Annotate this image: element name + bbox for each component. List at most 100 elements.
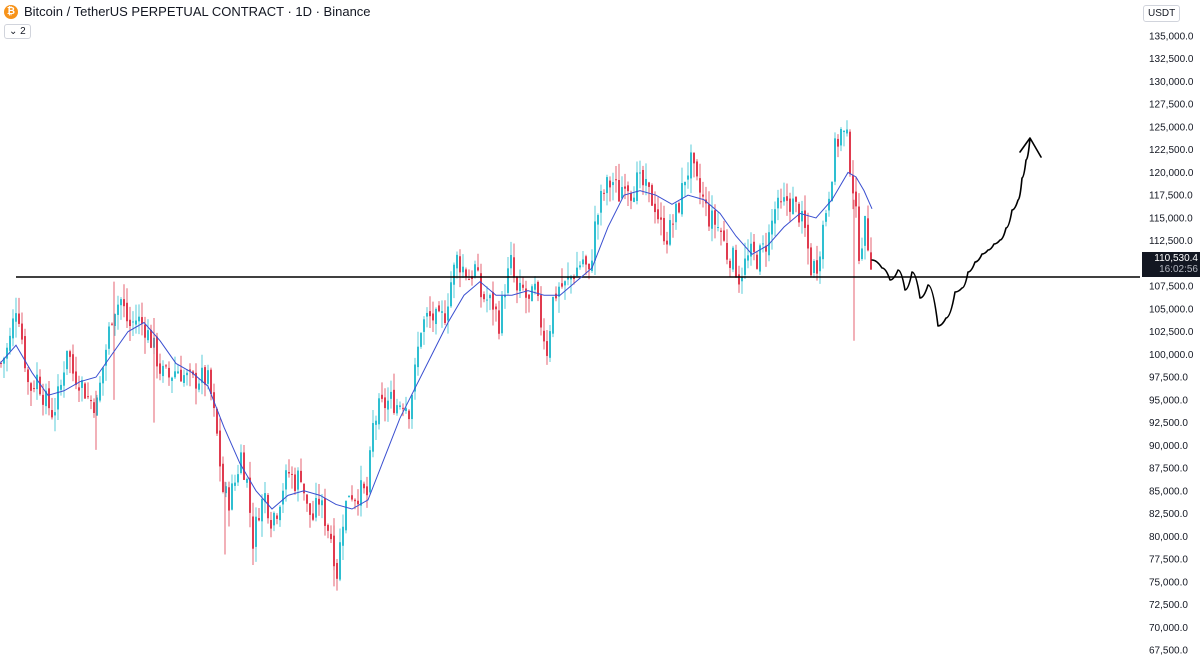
candle-down — [498, 310, 500, 334]
candle-down — [141, 317, 143, 324]
candle-down — [738, 274, 740, 285]
candle-down — [402, 407, 404, 409]
candle-down — [258, 518, 260, 521]
candle-down — [249, 477, 251, 513]
candle-down — [90, 399, 92, 402]
candle-up — [132, 321, 134, 323]
candle-up — [12, 318, 14, 339]
candle-up — [783, 197, 785, 202]
candle-up — [591, 260, 593, 271]
candle-up — [552, 296, 554, 334]
candle-up — [273, 512, 275, 526]
price-tick-label: 97,500.0 — [1149, 373, 1188, 384]
price-tick-label: 77,500.0 — [1149, 555, 1188, 566]
candle-down — [660, 217, 662, 220]
price-tick-label: 72,500.0 — [1149, 600, 1188, 611]
candle-up — [843, 130, 845, 133]
candle-down — [300, 470, 302, 483]
candle-up — [690, 152, 692, 179]
bitcoin-icon: ₿ — [4, 4, 18, 19]
candle-up — [81, 380, 83, 388]
candle-up — [732, 247, 734, 270]
candle-up — [387, 400, 389, 410]
price-tick-label: 70,000.0 — [1149, 623, 1188, 634]
candle-down — [156, 336, 158, 367]
candle-down — [735, 249, 737, 277]
candle-up — [99, 382, 101, 401]
candle-up — [771, 220, 773, 235]
candle-up — [315, 497, 317, 518]
candle-down — [708, 204, 710, 227]
candle-down — [93, 402, 95, 414]
candle-down — [528, 294, 530, 299]
candle-down — [384, 397, 386, 409]
candle-up — [564, 281, 566, 286]
candle-down — [459, 256, 461, 273]
candle-down — [30, 383, 32, 391]
candle-up — [369, 450, 371, 493]
candle-down — [78, 387, 80, 391]
candle-up — [579, 265, 581, 268]
candle-down — [33, 388, 35, 390]
candle-up — [687, 175, 689, 180]
candle-up — [117, 304, 119, 315]
candle-down — [555, 293, 557, 299]
currency-unit-button[interactable]: USDT — [1143, 5, 1181, 22]
candle-up — [372, 423, 374, 452]
candle-up — [282, 490, 284, 505]
candle-up — [510, 254, 512, 269]
candle-down — [303, 483, 305, 494]
candle-up — [237, 474, 239, 483]
candle-up — [60, 384, 62, 390]
candle-down — [483, 294, 485, 300]
candle-up — [234, 482, 236, 486]
candle-up — [198, 383, 200, 390]
candle-down — [21, 323, 23, 340]
candle-up — [135, 320, 137, 325]
candle-up — [639, 172, 641, 174]
candle-down — [210, 369, 212, 394]
candle-down — [780, 201, 782, 203]
candle-up — [321, 500, 323, 506]
bar-countdown: 16:02:56 — [1159, 264, 1198, 275]
forecast-drawing[interactable] — [871, 137, 1042, 327]
candle-up — [684, 181, 686, 186]
price-tick-label: 92,500.0 — [1149, 418, 1188, 429]
candle-up — [240, 452, 242, 473]
candle-up — [450, 282, 452, 307]
candle-down — [267, 494, 269, 519]
candle-down — [39, 376, 41, 395]
candle-down — [804, 210, 806, 228]
candle-up — [834, 138, 836, 182]
candles-layer — [0, 120, 872, 591]
candle-down — [0, 363, 2, 365]
candle-down — [42, 394, 44, 405]
candle-up — [558, 286, 560, 297]
candle-down — [525, 288, 527, 298]
price-tick-label: 127,500.0 — [1149, 100, 1194, 111]
candle-down — [492, 291, 494, 310]
candle-down — [291, 473, 293, 475]
candle-up — [435, 308, 437, 325]
candle-down — [723, 230, 725, 241]
candle-up — [183, 375, 185, 383]
candle-up — [261, 499, 263, 522]
candle-down — [648, 182, 650, 187]
candle-up — [96, 397, 98, 416]
candle-down — [546, 341, 548, 356]
candle-down — [357, 500, 359, 505]
candle-up — [36, 374, 38, 390]
indicator-collapse-button[interactable]: ⌄ 2 — [4, 24, 31, 39]
candle-down — [465, 269, 467, 278]
symbol-title[interactable]: Bitcoin / TetherUS PERPETUAL CONTRACT · … — [24, 4, 371, 19]
candle-down — [789, 198, 791, 212]
candle-up — [759, 245, 761, 272]
candle-down — [444, 313, 446, 323]
candle-down — [327, 524, 329, 531]
candle-up — [348, 495, 350, 498]
candle-up — [45, 390, 47, 407]
candle-up — [420, 333, 422, 347]
candle-down — [51, 410, 53, 418]
candle-down — [330, 533, 332, 540]
